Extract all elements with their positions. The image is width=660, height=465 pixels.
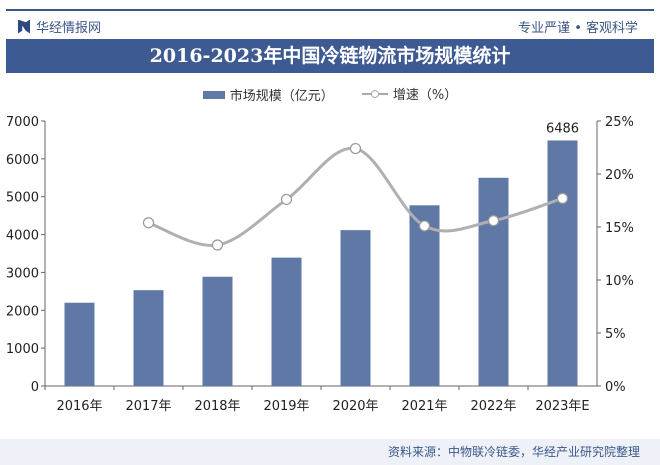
legend-bar: 市场规模（亿元） — [202, 85, 334, 104]
y2-tick-label: 5% — [605, 327, 626, 342]
bar — [409, 205, 440, 386]
y-tick-label: 5000 — [6, 191, 39, 206]
y-tick-label: 3000 — [6, 266, 39, 281]
bar — [133, 290, 164, 386]
growth-point — [349, 142, 362, 155]
growth-point — [418, 220, 431, 232]
logo-icon — [18, 19, 30, 34]
bar — [547, 140, 578, 386]
x-tick-label: 2016年 — [56, 399, 102, 414]
bar — [271, 257, 302, 386]
y2-tick-label: 25% — [605, 115, 634, 130]
y2-tick-label: 0% — [605, 380, 626, 395]
legend-line: 增速（%） — [361, 84, 458, 103]
y-tick-label: 4000 — [6, 229, 39, 244]
growth-point — [556, 192, 569, 204]
growth-point — [280, 193, 293, 206]
bar — [478, 177, 509, 386]
growth-point — [142, 217, 155, 229]
source-note: 资料来源：中物联冷链委，华经产业研究院整理 — [0, 439, 660, 465]
data-label: 6486 — [546, 121, 579, 136]
chart-title: 2016-2023年中国冷链物流市场规模统计 — [6, 39, 654, 73]
y-tick-label: 2000 — [6, 304, 39, 319]
x-tick-label: 2018年 — [194, 399, 240, 414]
legend-line-label: 增速（%） — [392, 88, 458, 103]
y2-tick-label: 20% — [605, 168, 634, 183]
slogan: 专业严谨 • 客观科学 — [518, 21, 638, 36]
x-tick-label: 2019年 — [263, 399, 309, 414]
legend: 市场规模（亿元） 增速（%） — [0, 84, 660, 104]
y2-tick-label: 10% — [605, 274, 634, 289]
bar — [202, 276, 233, 386]
x-tick-label: 2017年 — [125, 399, 171, 414]
bar — [340, 230, 371, 386]
x-tick-label: 2022年 — [470, 399, 516, 414]
brand: 华经情报网 — [18, 17, 101, 36]
y-tick-label: 0 — [31, 380, 39, 395]
x-tick-label: 2020年 — [332, 399, 378, 414]
y-tick-label: 1000 — [6, 342, 39, 357]
y2-tick-label: 15% — [605, 221, 634, 236]
x-tick-label: 2023年E — [535, 399, 589, 414]
bar — [64, 302, 95, 386]
growth-point — [211, 239, 224, 251]
y-tick-label: 6000 — [6, 153, 39, 168]
growth-point — [487, 215, 500, 227]
brand-name: 华经情报网 — [36, 21, 102, 36]
y-tick-label: 7000 — [6, 115, 39, 130]
legend-bar-label: 市场规模（亿元） — [229, 89, 334, 104]
legend-line-swatch — [361, 89, 388, 98]
top-rule — [6, 9, 654, 11]
legend-bar-swatch — [202, 90, 225, 99]
x-tick-label: 2021年 — [401, 399, 447, 414]
